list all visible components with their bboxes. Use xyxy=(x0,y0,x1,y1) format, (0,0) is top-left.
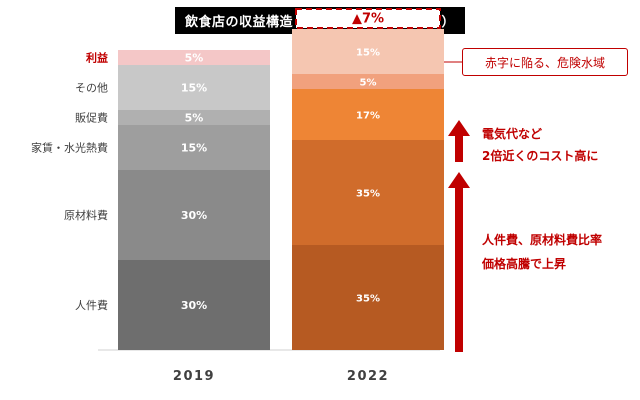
data-label-2019-4: 5% xyxy=(185,112,204,125)
bar-2019-segment-1 xyxy=(118,260,270,350)
bar-2019-segment-3 xyxy=(118,125,270,170)
danger-zone-callout: 赤字に陥る、危険水域 xyxy=(462,48,628,76)
bar-2022-segment-4 xyxy=(292,74,444,89)
data-label-2019-6: 5% xyxy=(185,52,204,65)
data-label-2019-5: 15% xyxy=(181,82,207,95)
data-label-2022-3: 17% xyxy=(356,111,380,122)
energy-cost-arrow xyxy=(448,120,470,162)
annotation-1: 電気代など xyxy=(482,126,542,141)
annotation-3: 人件費、原材料費比率 xyxy=(482,232,602,247)
series-label-6: 利益 xyxy=(86,51,108,65)
annotation-4: 価格高騰で上昇 xyxy=(481,256,566,271)
series-label-4: 販促費 xyxy=(75,111,108,125)
callout-text: 赤字に陥る、危険水域 xyxy=(484,55,605,70)
series-label-3: 家賃・水光熱費 xyxy=(31,141,108,155)
bar-2019-segment-4 xyxy=(118,110,270,125)
bar-2019-segment-2 xyxy=(118,170,270,260)
x-tick-label-2019: 2019 xyxy=(173,369,215,384)
data-label-2022-6: ▲7% xyxy=(352,12,384,27)
data-label-2022-1: 35% xyxy=(356,294,380,305)
data-label-2019-2: 30% xyxy=(181,209,207,222)
data-label-2022-4: 5% xyxy=(360,78,377,89)
data-label-2022-5: 15% xyxy=(356,48,380,59)
x-tick-label-2022: 2022 xyxy=(347,369,389,384)
data-label-2022-2: 35% xyxy=(356,189,380,200)
labor-material-cost-arrow xyxy=(448,172,470,352)
bar-2022-segment-5 xyxy=(292,29,444,74)
bar-2022-segment-3 xyxy=(292,89,444,140)
series-label-2: 原材料費 xyxy=(64,208,108,222)
data-label-2019-1: 30% xyxy=(181,299,207,312)
series-label-1: 人件費 xyxy=(75,298,108,312)
series-label-5: その他 xyxy=(75,82,108,95)
bar-2022-segment-2 xyxy=(292,140,444,245)
data-label-2019-3: 15% xyxy=(181,142,207,155)
annotation-2: 2倍近くのコスト高に xyxy=(482,148,598,163)
bar-2022-segment-1 xyxy=(292,245,444,350)
bar-2019-segment-6 xyxy=(118,50,270,65)
bar-2022-segment-6 xyxy=(295,8,441,29)
bar-2019-segment-5 xyxy=(118,65,270,110)
